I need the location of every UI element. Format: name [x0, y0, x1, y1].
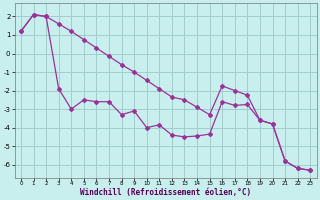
- X-axis label: Windchill (Refroidissement éolien,°C): Windchill (Refroidissement éolien,°C): [80, 188, 251, 197]
